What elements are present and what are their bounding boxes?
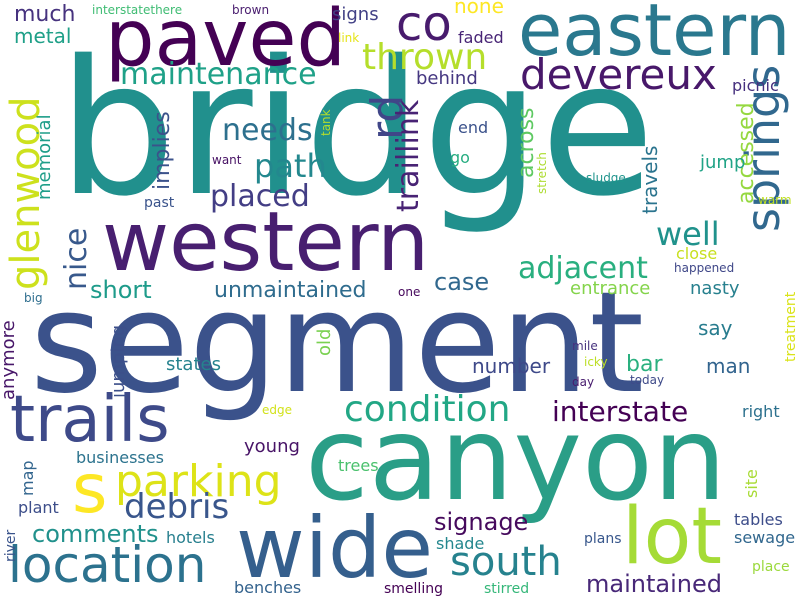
word-placed: placed	[210, 179, 310, 214]
word-maintained: maintained	[586, 570, 722, 598]
word-entrance: entrance	[570, 278, 651, 299]
word-s: s	[72, 450, 108, 529]
word-case: case	[434, 268, 490, 296]
word-mile: mile	[572, 339, 598, 353]
word-want: want	[212, 153, 242, 167]
word-states: states	[166, 354, 221, 375]
word-jumping: jumping	[108, 324, 129, 398]
word-today: today	[630, 373, 665, 387]
word-go: go	[450, 148, 470, 167]
word-end: end	[458, 118, 489, 137]
word-site: site	[742, 469, 761, 498]
word-interstatethere: interstatethere	[92, 3, 183, 17]
word-link: link	[338, 31, 360, 45]
word-hotels: hotels	[166, 528, 215, 547]
word-interstate: interstate	[552, 395, 689, 428]
word-old: old	[314, 328, 335, 356]
word-icky: icky	[584, 355, 608, 369]
word-nice: nice	[59, 227, 94, 290]
word-shade: shade	[436, 534, 485, 553]
word-stretch: stretch	[535, 152, 549, 194]
word-travels: travels	[638, 145, 662, 214]
word-plant: plant	[18, 498, 59, 517]
word-right: right	[742, 402, 780, 421]
word-metal: metal	[14, 24, 72, 48]
word-behind: behind	[416, 68, 478, 89]
word-young: young	[244, 436, 300, 457]
word-one: one	[398, 285, 421, 299]
word-man: man	[706, 354, 751, 378]
word-signs: signs	[332, 4, 379, 25]
word-eastern: eastern	[518, 0, 791, 72]
word-place: place	[752, 559, 790, 575]
word-maintenance: maintenance	[120, 57, 317, 92]
word-warm: warm	[758, 193, 792, 207]
word-comments: comments	[32, 520, 159, 548]
word-memorial: memorial	[34, 114, 55, 200]
word-canyon: canyon	[305, 392, 727, 527]
word-paved: paved	[105, 0, 346, 84]
word-traillink: traillink	[391, 99, 426, 212]
word-nasty: nasty	[690, 278, 740, 299]
word-big: big	[24, 291, 43, 305]
word-unmaintained: unmaintained	[214, 278, 367, 303]
word-benches: benches	[234, 578, 302, 597]
word-none: none	[454, 0, 504, 18]
word-map: map	[18, 460, 37, 496]
word-location: location	[8, 536, 207, 594]
word-south: south	[450, 539, 562, 585]
word-bridge: bridge	[58, 20, 655, 237]
word-trees: trees	[338, 456, 379, 475]
word-faded: faded	[458, 28, 504, 47]
word-sewage: sewage	[734, 528, 796, 547]
word-path: path	[254, 147, 327, 185]
word-devereux: devereux	[520, 50, 717, 99]
word-signage: signage	[434, 508, 529, 536]
word-edge: edge	[262, 403, 292, 417]
word-co: co	[396, 0, 452, 52]
word-implies: implies	[150, 111, 175, 190]
word-businesses: businesses	[76, 448, 164, 467]
word-happened: happened	[674, 261, 735, 275]
word-segment: segment	[30, 262, 645, 425]
word-day: day	[572, 375, 595, 389]
word-trails: trails	[10, 383, 170, 457]
word-short: short	[90, 276, 152, 304]
word-debris: debris	[124, 487, 230, 527]
word-western: western	[102, 195, 430, 290]
word-river: river	[3, 529, 19, 562]
word-lot: lot	[622, 492, 722, 582]
word-needs: needs	[222, 113, 313, 148]
word-stirred: stirred	[484, 581, 530, 597]
word-much: much	[14, 2, 76, 27]
word-well: well	[656, 215, 720, 253]
word-number: number	[472, 354, 551, 378]
word-tank: tank	[319, 109, 333, 136]
word-smelling: smelling	[384, 581, 443, 597]
word-say: say	[698, 316, 733, 340]
word-anymore: anymore	[0, 320, 19, 400]
word-thrown: thrown	[362, 37, 488, 78]
word-jump: jump	[700, 152, 746, 173]
word-brown: brown	[232, 3, 270, 17]
word-past: past	[144, 195, 175, 211]
word-close: close	[676, 244, 718, 263]
word-plans: plans	[584, 531, 622, 547]
word-adjacent: adjacent	[518, 251, 648, 286]
word-condition: condition	[344, 389, 511, 430]
word-treatment: treatment	[783, 291, 799, 362]
word-bar: bar	[626, 352, 663, 377]
word-picnic: picnic	[732, 76, 779, 95]
word-parking: parking	[115, 456, 282, 507]
word-tables: tables	[734, 510, 783, 529]
word-sludge: sludge	[586, 171, 626, 185]
word-wide: wide	[236, 499, 434, 597]
